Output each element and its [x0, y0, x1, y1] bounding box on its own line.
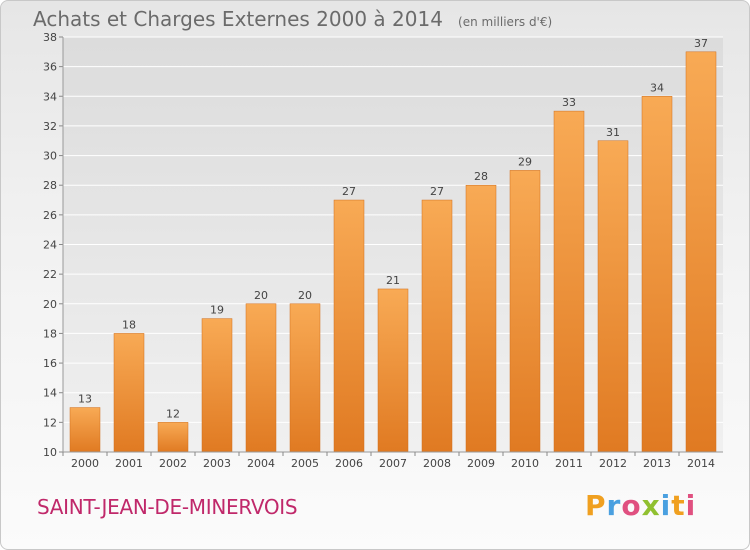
y-tick-label: 28: [43, 179, 57, 192]
y-tick-label: 32: [43, 120, 57, 133]
bars: 13 18 12 19 20 20 27 21 27 28 29 33 31 34 37: [69, 37, 717, 453]
y-tick-label: 30: [43, 150, 57, 163]
x-tick-label: 2000: [71, 457, 99, 470]
bar-value-label: 33: [562, 96, 576, 109]
x-tick-label: 2010: [511, 457, 539, 470]
bar-2003: [201, 318, 233, 453]
bar-2011: [553, 110, 585, 453]
bar-value-label: 27: [342, 185, 356, 198]
bar-2014: [685, 51, 717, 453]
bar-2010: [509, 170, 541, 453]
x-tick-label: 2005: [291, 457, 319, 470]
proxiti-logo[interactable]: Proxiti: [585, 489, 696, 522]
bar-2001: [113, 333, 145, 453]
bar-2008: [421, 199, 453, 453]
bar-2000: [69, 407, 101, 453]
bar-value-label: 20: [298, 289, 312, 302]
bar-value-label: 13: [78, 393, 92, 406]
bar-value-label: 12: [166, 407, 180, 420]
bar-value-label: 29: [518, 155, 532, 168]
bar-value-label: 34: [650, 81, 664, 94]
x-tick-label: 2003: [203, 457, 231, 470]
logo-letter: i: [660, 489, 672, 522]
bar-value-label: 31: [606, 126, 620, 139]
logo-letter: P: [585, 489, 607, 522]
x-axis: 2000 2001 2002 2003 2004 2005 2006 2007 2008 2009…: [62, 451, 723, 470]
y-tick-label: 10: [43, 446, 57, 459]
bar-value-label: 37: [694, 37, 708, 50]
bar-2013: [641, 96, 673, 453]
bar-value-label: 21: [386, 274, 400, 287]
bar-value-label: 20: [254, 289, 268, 302]
bar-value-label: 27: [430, 185, 444, 198]
bar-2004: [245, 303, 277, 453]
bar-value-label: 28: [474, 170, 488, 183]
x-tick-label: 2011: [555, 457, 583, 470]
logo-letter: x: [641, 489, 661, 522]
bar-2009: [465, 184, 497, 453]
x-tick-label: 2008: [423, 457, 451, 470]
x-tick-label: 2013: [643, 457, 671, 470]
bar-2002: [157, 422, 189, 453]
x-tick-label: 2001: [115, 457, 143, 470]
chart-title: Achats et Charges Externes 2000 à 2014: [33, 7, 443, 31]
y-tick-label: 20: [43, 298, 57, 311]
x-tick-label: 2004: [247, 457, 275, 470]
title-row: Achats et Charges Externes 2000 à 2014 (…: [33, 7, 552, 31]
bar-value-label: 19: [210, 304, 224, 317]
y-axis: 10 12 14 16 18 20 22 24 26 28 30 32 34 36 38: [43, 31, 64, 459]
bar-2012: [597, 140, 629, 453]
bar-value-label: 18: [122, 318, 136, 331]
y-tick-label: 14: [43, 387, 57, 400]
x-tick-label: 2007: [379, 457, 407, 470]
y-tick-label: 34: [43, 90, 57, 103]
y-tick-label: 22: [43, 268, 57, 281]
logo-letter: o: [621, 489, 642, 522]
y-tick-label: 12: [43, 416, 57, 429]
x-tick-label: 2012: [599, 457, 627, 470]
y-tick-label: 26: [43, 209, 57, 222]
bar-2007: [377, 288, 409, 453]
x-tick-label: 2009: [467, 457, 495, 470]
place-name: SAINT-JEAN-DE-MINERVOIS: [37, 495, 298, 519]
y-tick-label: 36: [43, 61, 57, 74]
x-tick-label: 2006: [335, 457, 363, 470]
chart-unit: (en milliers d'€): [458, 15, 553, 29]
y-tick-label: 18: [43, 327, 57, 340]
y-tick-label: 24: [43, 239, 57, 252]
logo-letter: i: [685, 489, 697, 522]
logo-letter: r: [606, 489, 622, 522]
y-tick-label: 16: [43, 357, 57, 370]
y-tick-label: 38: [43, 31, 57, 44]
x-tick-label: 2002: [159, 457, 187, 470]
bar-2006: [333, 199, 365, 453]
x-tick-label: 2014: [687, 457, 715, 470]
logo-letter: t: [671, 489, 686, 522]
bar-2005: [289, 303, 321, 453]
